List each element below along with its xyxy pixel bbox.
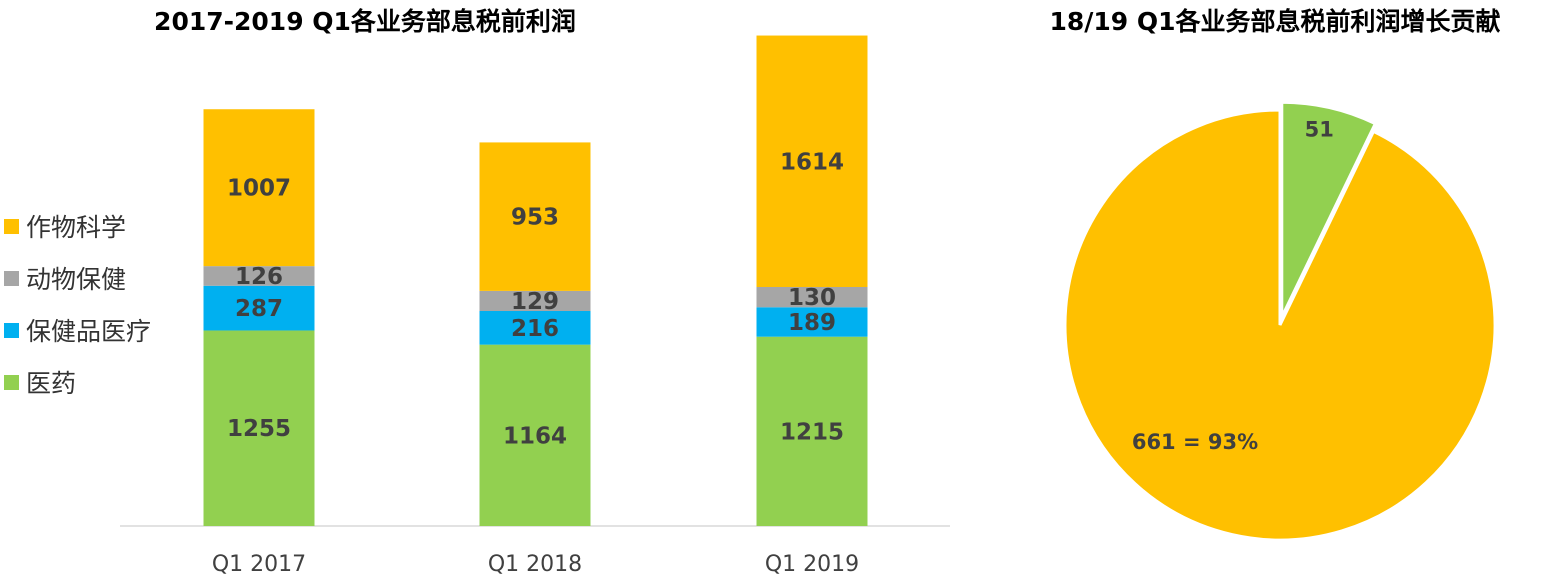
bar-data-label: 1255: [227, 416, 291, 442]
bar-segment: [203, 266, 315, 286]
x-tick-label: Q1 2019: [765, 552, 859, 577]
bar-segment: [756, 336, 868, 526]
bar-data-label: 216: [511, 316, 559, 342]
pie-data-label: 51: [1305, 118, 1334, 142]
bar-segment: [479, 344, 591, 526]
bar-segment: [479, 142, 591, 291]
x-tick-label: Q1 2018: [488, 552, 582, 577]
legend-item-crop-science: 作物科学: [4, 200, 151, 252]
legend-label: 动物保健: [26, 265, 127, 294]
legend-item-consumer-health: 保健品医疗: [4, 304, 151, 356]
bar-chart-title: 2017-2019 Q1各业务部息税前利润: [154, 7, 576, 36]
bar-data-label: 129: [511, 289, 559, 315]
bar-segment: [756, 287, 868, 308]
legend-swatch-consumer-health: [4, 322, 19, 338]
legend-item-pharmaceuticals: 医药: [4, 356, 151, 408]
legend: 作物科学 动物保健 保健品医疗 医药: [4, 200, 151, 408]
bar-data-label: 130: [788, 285, 836, 311]
legend-swatch-animal-health: [4, 270, 19, 286]
bar-segment: [203, 285, 315, 331]
bar-data-label: 1215: [780, 419, 844, 445]
legend-item-animal-health: 动物保健: [4, 252, 151, 304]
bar-segment: [479, 290, 591, 311]
legend-label: 作物科学: [26, 213, 127, 242]
pie-chart-title: 18/19 Q1各业务部息税前利润增长贡献: [1049, 7, 1501, 36]
pie-data-label: 661 = 93%: [1132, 430, 1258, 454]
pie-slice: [1280, 100, 1378, 318]
bar-data-label: 953: [511, 205, 559, 231]
legend-swatch-crop-science: [4, 218, 19, 234]
bar-data-label: 1164: [503, 423, 567, 449]
bar-segment: [756, 35, 868, 288]
x-tick-label: Q1 2017: [212, 552, 306, 577]
legend-label: 医药: [26, 369, 77, 398]
legend-swatch-pharmaceuticals: [4, 374, 19, 390]
bar-data-label: 126: [235, 264, 283, 290]
bar-segment: [756, 307, 868, 337]
legend-label: 保健品医疗: [26, 317, 152, 346]
bar-segment: [479, 310, 591, 345]
bar-data-label: 287: [235, 296, 283, 322]
bar-data-label: 1007: [227, 176, 291, 202]
bar-segment: [203, 109, 315, 267]
bar-data-label: 1614: [780, 149, 844, 175]
bar-data-label: 189: [788, 310, 836, 336]
bar-segment: [203, 330, 315, 526]
pie-slice: [1063, 108, 1497, 542]
